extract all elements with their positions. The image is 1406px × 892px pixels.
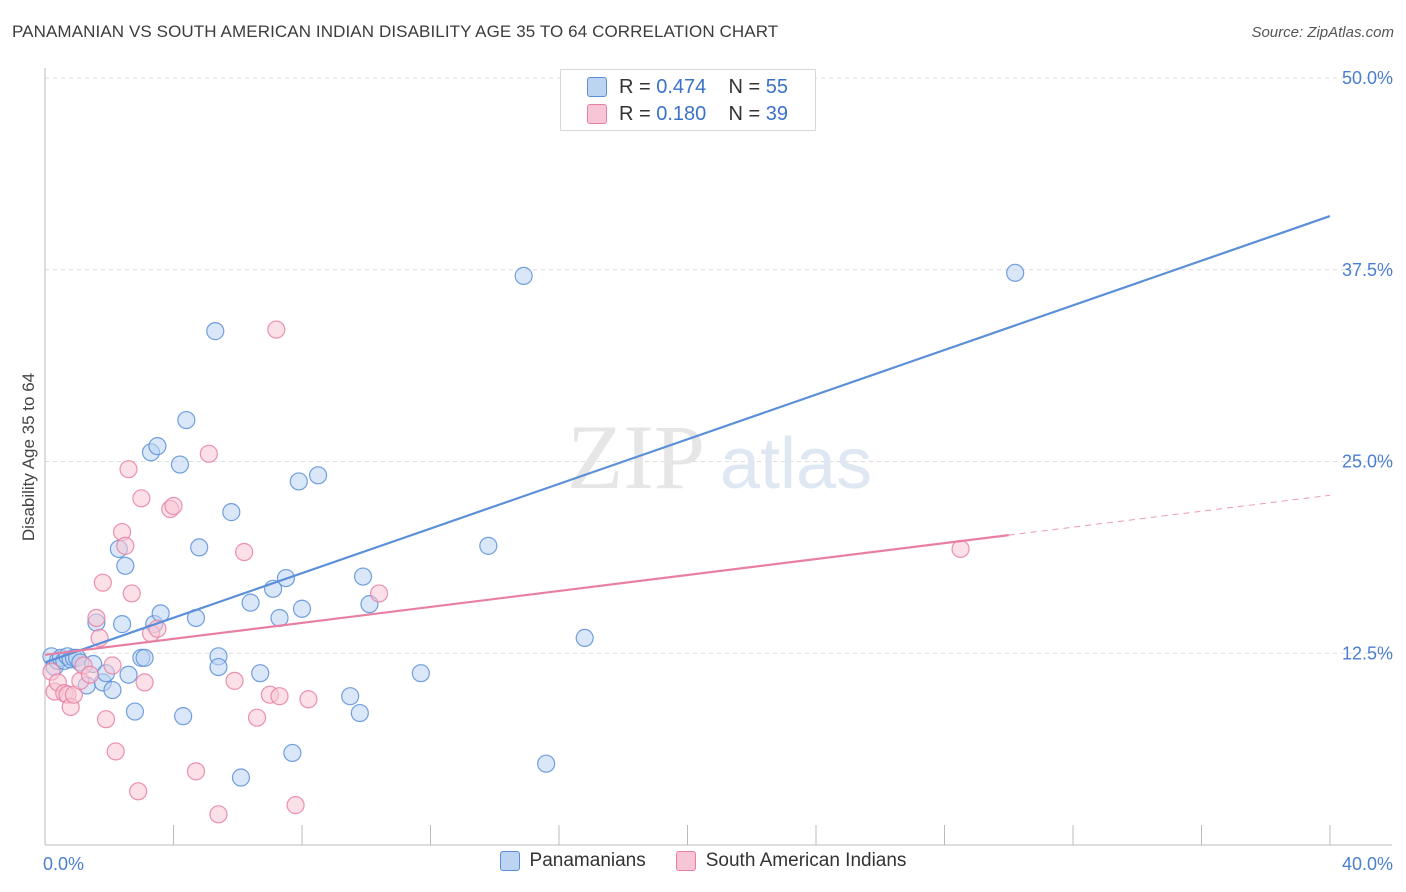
legend-swatch-panamanians bbox=[499, 851, 520, 871]
stats-n-value: 39 bbox=[765, 102, 789, 125]
points-layer bbox=[42, 263, 1025, 824]
y-tick-label: 50.0% bbox=[1342, 68, 1393, 88]
panamanians-point bbox=[479, 536, 498, 555]
panamanians-point bbox=[353, 567, 373, 586]
panamanians-point bbox=[289, 472, 308, 491]
stats-r-value: 0.474 bbox=[656, 75, 707, 98]
south-american-indians-point bbox=[267, 320, 286, 339]
chart-legend: Panamanians South American Indians bbox=[0, 850, 1406, 872]
south-american-indians-point bbox=[225, 671, 244, 690]
panamanians-point bbox=[116, 556, 135, 575]
panamanians-point bbox=[1006, 263, 1025, 282]
stats-r-label: R = bbox=[619, 102, 657, 125]
y-axis-label: Disability Age 35 to 64 bbox=[19, 373, 38, 541]
panamanians-point bbox=[283, 743, 302, 763]
south-american-indians-trend-extension bbox=[1008, 494, 1331, 536]
legend-item-south-american-indians[interactable]: South American Indians bbox=[675, 850, 907, 872]
x-tick-label: 40.0% bbox=[1342, 854, 1393, 874]
panamanians-point bbox=[222, 503, 241, 522]
stats-n-label: N = bbox=[728, 75, 766, 98]
south-american-indians-point bbox=[129, 782, 148, 801]
panamanians-point bbox=[514, 266, 533, 285]
south-american-indians-point bbox=[270, 687, 289, 706]
y-tick-label: 12.5% bbox=[1342, 643, 1393, 663]
stats-r-label: R = bbox=[619, 75, 657, 98]
panamanians-point bbox=[206, 322, 225, 341]
south-american-indians-point bbox=[164, 496, 183, 516]
axis-layer bbox=[44, 68, 1392, 846]
panamanians-point bbox=[119, 665, 138, 684]
panamanians-point bbox=[292, 599, 312, 618]
panamanians-point bbox=[135, 648, 154, 667]
panamanians-point bbox=[112, 615, 132, 634]
panamanians-point bbox=[575, 628, 594, 648]
south-american-indians-point bbox=[247, 708, 267, 727]
panamanians-point bbox=[537, 754, 556, 773]
panamanians-point bbox=[209, 657, 228, 677]
panamanians-point bbox=[251, 664, 270, 683]
south-american-indians-point bbox=[951, 539, 970, 559]
south-american-indians-point bbox=[286, 796, 305, 815]
x-tick-label: 0.0% bbox=[43, 854, 84, 874]
south-american-indians-point bbox=[93, 573, 112, 592]
stats-swatch-panamanians bbox=[587, 77, 607, 97]
south-american-indians-point bbox=[116, 536, 135, 555]
stats-r-value: 0.180 bbox=[656, 102, 707, 125]
panamanians-point bbox=[308, 466, 328, 485]
panamanians-point bbox=[125, 702, 145, 721]
south-american-indians-point bbox=[103, 656, 122, 675]
panamanians-point bbox=[177, 410, 196, 430]
south-american-indians-point bbox=[370, 584, 389, 603]
panamanians-point bbox=[190, 538, 209, 557]
south-american-indians-point bbox=[87, 608, 106, 628]
chart-title: PANAMANIAN VS SOUTH AMERICAN INDIAN DISA… bbox=[12, 22, 779, 41]
panamanians-point bbox=[411, 664, 430, 683]
stats-box: R = 0.474 N = 55 R = 0.180 N = 39 bbox=[560, 69, 816, 131]
south-american-indians-point bbox=[106, 742, 125, 761]
panamanians-point bbox=[174, 707, 193, 726]
grid-layer bbox=[45, 77, 1392, 654]
panamanians-point bbox=[341, 687, 360, 706]
y-tick-label: 37.5% bbox=[1342, 260, 1393, 280]
panamanians-point bbox=[241, 593, 260, 612]
stats-n-value: 55 bbox=[765, 75, 789, 98]
legend-label-south-american-indians: South American Indians bbox=[705, 850, 907, 871]
south-american-indians-point bbox=[122, 584, 141, 603]
tick-label-layer: 12.5% 25.0% 37.5% 50.0% 0.0% 40.0% bbox=[43, 68, 1393, 874]
panamanians-point bbox=[148, 437, 167, 456]
south-american-indians-point bbox=[235, 542, 254, 562]
trend-layer bbox=[44, 215, 1331, 664]
south-american-indians-point bbox=[209, 805, 228, 824]
south-american-indians-point bbox=[119, 460, 138, 479]
panamanians-trend-line bbox=[44, 215, 1331, 664]
south-american-indians-point bbox=[96, 710, 116, 729]
y-tick-label: 25.0% bbox=[1342, 452, 1393, 472]
south-american-indians-trend-line bbox=[44, 534, 1009, 656]
panamanians-point bbox=[170, 455, 190, 474]
south-american-indians-point bbox=[299, 690, 318, 709]
panamanians-point bbox=[103, 680, 122, 700]
legend-swatch-south-american-indians bbox=[675, 851, 696, 871]
panamanians-point bbox=[350, 703, 369, 723]
south-american-indians-point bbox=[186, 762, 206, 781]
panamanians-point bbox=[231, 768, 251, 787]
chart-source: Source: ZipAtlas.com bbox=[1251, 24, 1394, 41]
legend-item-panamanians[interactable]: Panamanians bbox=[499, 850, 646, 872]
south-american-indians-point bbox=[80, 665, 100, 684]
south-american-indians-point bbox=[135, 673, 154, 692]
stats-n-label: N = bbox=[728, 102, 766, 125]
watermark-atlas: atlas bbox=[720, 424, 872, 504]
stats-swatch-south-american-indians bbox=[587, 104, 607, 124]
south-american-indians-point bbox=[199, 444, 218, 463]
legend-label-panamanians: Panamanians bbox=[529, 850, 646, 871]
south-american-indians-point bbox=[132, 489, 151, 508]
